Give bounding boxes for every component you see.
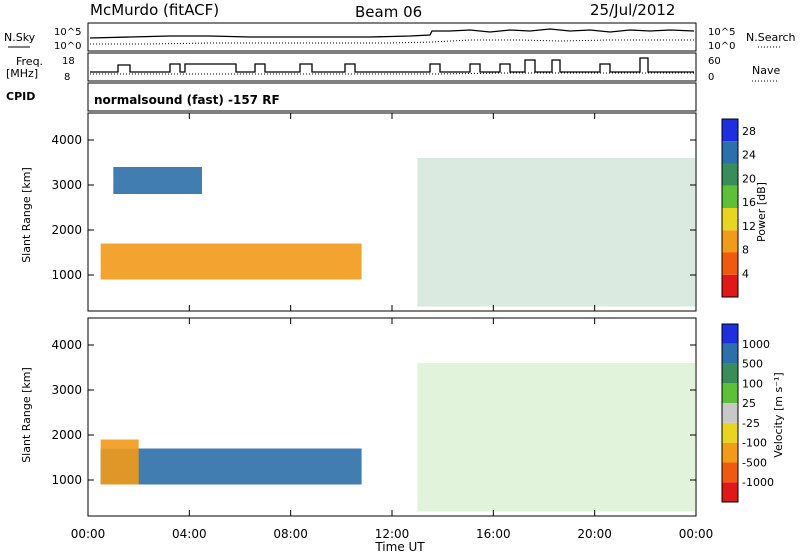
colorbar-tick-label: 4 xyxy=(742,267,749,280)
nave-trace xyxy=(90,72,694,75)
colorbar-swatch xyxy=(722,403,738,423)
colorbar-swatch xyxy=(722,141,738,164)
frequency-trace xyxy=(90,57,694,73)
noise-search-trace xyxy=(90,39,694,45)
power-data xyxy=(100,158,696,307)
y-tick-label: 4000 xyxy=(51,133,82,147)
y-tick-label: 1000 xyxy=(51,268,82,282)
frequency-panel-frame xyxy=(87,52,697,82)
colorbar-tick-label: 28 xyxy=(742,125,756,138)
colorbar-tick-label: 12 xyxy=(742,220,756,233)
x-tick-label: 12:00 xyxy=(375,527,410,541)
time-axis-label: Time UT xyxy=(374,540,425,554)
colorbar-swatch xyxy=(722,363,738,384)
colorbar-swatch xyxy=(722,163,738,186)
colorbar-swatch xyxy=(722,119,738,142)
freq-right-tick-bottom: 0 xyxy=(708,72,714,83)
velocity-ylabel: Slant Range [km] xyxy=(20,367,33,463)
noise-left-label: N.Sky xyxy=(4,31,36,44)
colorbar-swatch xyxy=(722,252,738,275)
colorbar-swatch xyxy=(722,324,738,344)
date-title: 25/Jul/2012 xyxy=(590,1,675,19)
colorbar-tick-label: 100 xyxy=(742,377,763,390)
power-panel: Slant Range [km] 1000 2000 3000 4000 4 8 12 16… xyxy=(20,112,768,312)
colorbar-tick-label: -25 xyxy=(742,417,760,430)
noise-sky-trace xyxy=(89,28,695,39)
x-tick-label: 04:00 xyxy=(172,527,207,541)
colorbar-swatch xyxy=(722,208,738,231)
colorbar-tick-label: -100 xyxy=(742,437,767,450)
colorbar-swatch xyxy=(722,185,738,208)
y-tick-label: 4000 xyxy=(51,338,82,352)
data-region xyxy=(417,158,696,307)
colorbar-tick-label: 24 xyxy=(742,149,756,162)
freq-left-tick-bottom: 8 xyxy=(64,72,70,83)
velocity-data xyxy=(100,363,696,512)
power-colorbar: 4 8 12 16 20 24 28 xyxy=(721,118,756,298)
colorbar-tick-label: -500 xyxy=(742,456,767,469)
colorbar-swatch xyxy=(722,383,738,404)
data-region xyxy=(100,439,139,485)
data-region xyxy=(100,448,362,485)
x-tick-label: 00:00 xyxy=(679,527,714,541)
colorbar-tick-label: 20 xyxy=(742,172,756,185)
colorbar-swatch xyxy=(722,442,738,463)
colorbar-tick-label: 25 xyxy=(742,397,756,410)
data-region xyxy=(100,243,362,280)
cpid-label: CPID xyxy=(6,90,35,103)
freq-right-tick-top: 60 xyxy=(708,56,721,67)
cpid-text: normalsound (fast) -157 RF xyxy=(94,93,280,107)
freq-label-line1: Freq. xyxy=(16,55,43,68)
beam-title: Beam 06 xyxy=(355,3,422,21)
colorbar-tick-label: 8 xyxy=(742,244,749,257)
power-colorbar-label: Power [dB] xyxy=(755,182,768,242)
power-yticks: 1000 2000 3000 4000 xyxy=(51,133,696,282)
y-tick-label: 1000 xyxy=(51,473,82,487)
y-tick-label: 2000 xyxy=(51,428,82,442)
power-ylabel: Slant Range [km] xyxy=(20,167,33,263)
velocity-colorbar-label: Velocity [m s⁻¹] xyxy=(772,372,785,457)
colorbar-swatch xyxy=(722,422,738,443)
freq-label-line2: [MHz] xyxy=(6,67,38,80)
colorbar-tick-label: 1000 xyxy=(742,338,770,351)
colorbar-tick-label: 16 xyxy=(742,196,756,209)
velocity-panel: Slant Range [km] 1000 2000 3000 4000 1000 50… xyxy=(20,317,785,517)
x-tick-label: 08:00 xyxy=(273,527,308,541)
colorbar-tick-label: 500 xyxy=(742,358,763,371)
time-axis-ticks: 00:00 04:00 08:00 12:00 16:00 20:00 00:00 xyxy=(71,113,714,541)
frequency-panel: Freq. [MHz] 18 8 60 0 Nave xyxy=(6,52,780,83)
noise-right-tick-bottom: 10^0 xyxy=(708,41,735,52)
noise-left-tick-bottom: 10^0 xyxy=(54,41,81,52)
noise-panel: N.Sky 10^5 10^0 10^5 10^0 N.Search xyxy=(4,22,796,52)
y-tick-label: 3000 xyxy=(51,383,82,397)
x-tick-label: 16:00 xyxy=(476,527,511,541)
colorbar-swatch xyxy=(722,274,738,297)
station-title: McMurdo (fitACF) xyxy=(90,1,219,19)
noise-left-tick-top: 10^5 xyxy=(54,27,81,38)
colorbar-frame xyxy=(721,118,739,298)
noise-right-label: N.Search xyxy=(746,31,796,44)
noise-right-tick-top: 10^5 xyxy=(708,27,735,38)
data-region xyxy=(417,363,696,512)
velocity-yticks: 1000 2000 3000 4000 xyxy=(51,338,696,487)
colorbar-swatch xyxy=(722,462,738,483)
velocity-colorbar: 1000 500 100 25 -25 -100 -500 -1000 xyxy=(721,323,774,503)
noise-panel-frame xyxy=(87,22,697,52)
freq-left-tick-top: 18 xyxy=(62,56,75,67)
freq-right-label: Nave xyxy=(752,64,780,77)
colorbar-swatch xyxy=(722,343,738,364)
x-tick-label: 00:00 xyxy=(71,527,106,541)
colorbar-frame xyxy=(721,323,739,503)
colorbar-tick-label: -1000 xyxy=(742,476,774,489)
cpid-panel-frame xyxy=(87,82,697,112)
data-region xyxy=(113,167,202,194)
colorbar-swatch xyxy=(722,482,738,502)
x-tick-label: 20:00 xyxy=(577,527,612,541)
y-tick-label: 3000 xyxy=(51,178,82,192)
colorbar-swatch xyxy=(722,230,738,253)
y-tick-label: 2000 xyxy=(51,223,82,237)
